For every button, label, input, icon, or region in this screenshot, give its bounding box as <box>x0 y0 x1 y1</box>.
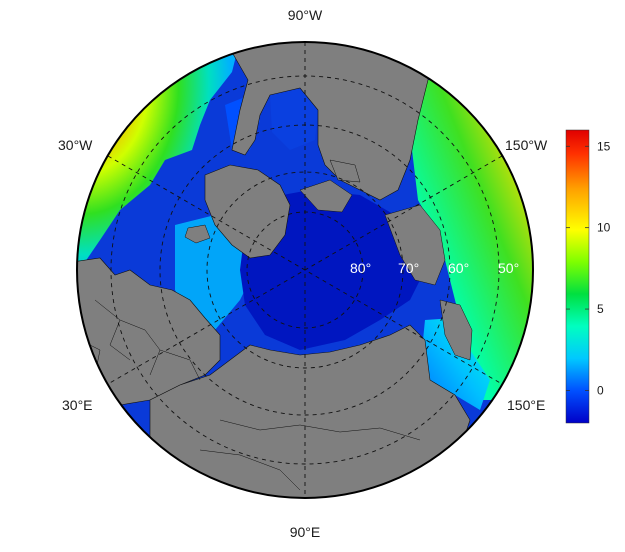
north-america-land <box>224 42 431 201</box>
lon-label-top: 90°W <box>288 7 323 23</box>
colorbar-tick-label: 15 <box>597 139 611 153</box>
greenland-land <box>204 164 291 259</box>
colorbar: 0 5 10 15 <box>565 129 611 424</box>
lat-label-70: 70° <box>398 260 419 276</box>
lat-label-60: 60° <box>448 260 469 276</box>
colorbar-tick-label: 5 <box>597 302 604 316</box>
lon-label-lower-right: 150°E <box>507 397 545 413</box>
hudson-bay <box>270 88 318 150</box>
colorbar-ticks: 0 5 10 15 <box>566 139 611 397</box>
iceland-land <box>184 224 211 244</box>
lon-label-bottom: 90°E <box>290 524 321 540</box>
arctic-sea-ice-region <box>240 190 425 350</box>
eurasia-land <box>149 324 471 498</box>
lat-label-50: 50° <box>498 260 519 276</box>
kamchatka-land <box>439 299 473 361</box>
longitude-graticule <box>107 42 503 498</box>
lon-label-upper-right: 150°W <box>505 137 548 153</box>
lat-label-80: 80° <box>350 260 371 276</box>
lon-label-upper-left: 30°W <box>58 137 93 153</box>
colorbar-tick-label: 0 <box>597 383 604 397</box>
arctic-islands-2 <box>329 159 361 183</box>
map-outline <box>76 41 534 499</box>
lon-label-lower-left: 30°E <box>62 397 93 413</box>
colorbar-gradient <box>565 129 590 424</box>
okhotsk-sst-region <box>422 318 490 410</box>
country-borders <box>79 299 421 491</box>
arctic-islands <box>299 179 353 213</box>
colorbar-tick-label: 10 <box>597 221 611 235</box>
